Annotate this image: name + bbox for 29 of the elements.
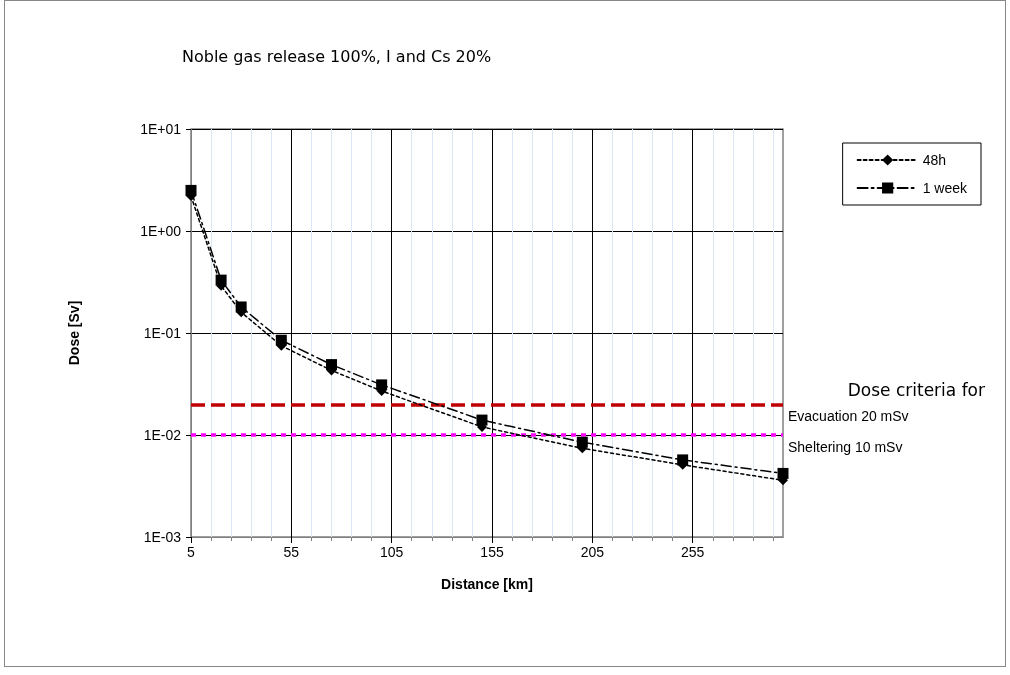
point [275,334,287,346]
point [576,436,588,448]
chart-title: Noble gas release 100%, I and Cs 20% [182,46,492,66]
x-tick-label: 5 [187,544,196,560]
point [215,274,227,286]
x-tick-label: 205 [580,544,605,560]
point [185,184,197,196]
ref-line-label: Evacuation 20 mSv [788,408,909,425]
x-tick-label: 255 [681,544,705,560]
x-tick-label: 155 [480,544,504,560]
legend-label: 1 week [922,180,968,196]
y-axis-title: Dose [Sv] [66,300,82,366]
point [376,379,388,391]
x-axis-title: Distance [km] [441,576,533,592]
y-tick-label: 1E-01 [143,325,182,341]
ref-line-label: Sheltering 10 mSv [788,439,903,455]
point [476,414,488,426]
point [677,454,689,466]
x-tick-label: 55 [283,544,300,560]
y-tick-label: 1E+00 [140,223,182,239]
x-tick-label: 105 [380,544,404,560]
point [235,301,247,313]
legend-label: 48h [922,152,946,168]
point [777,467,789,479]
y-tick-label: 1E+01 [140,121,182,137]
y-tick-label: 1E-02 [143,427,182,443]
y-tick-label: 1E-03 [143,529,182,545]
point [325,359,337,371]
text: Dose criteria for [847,379,986,400]
